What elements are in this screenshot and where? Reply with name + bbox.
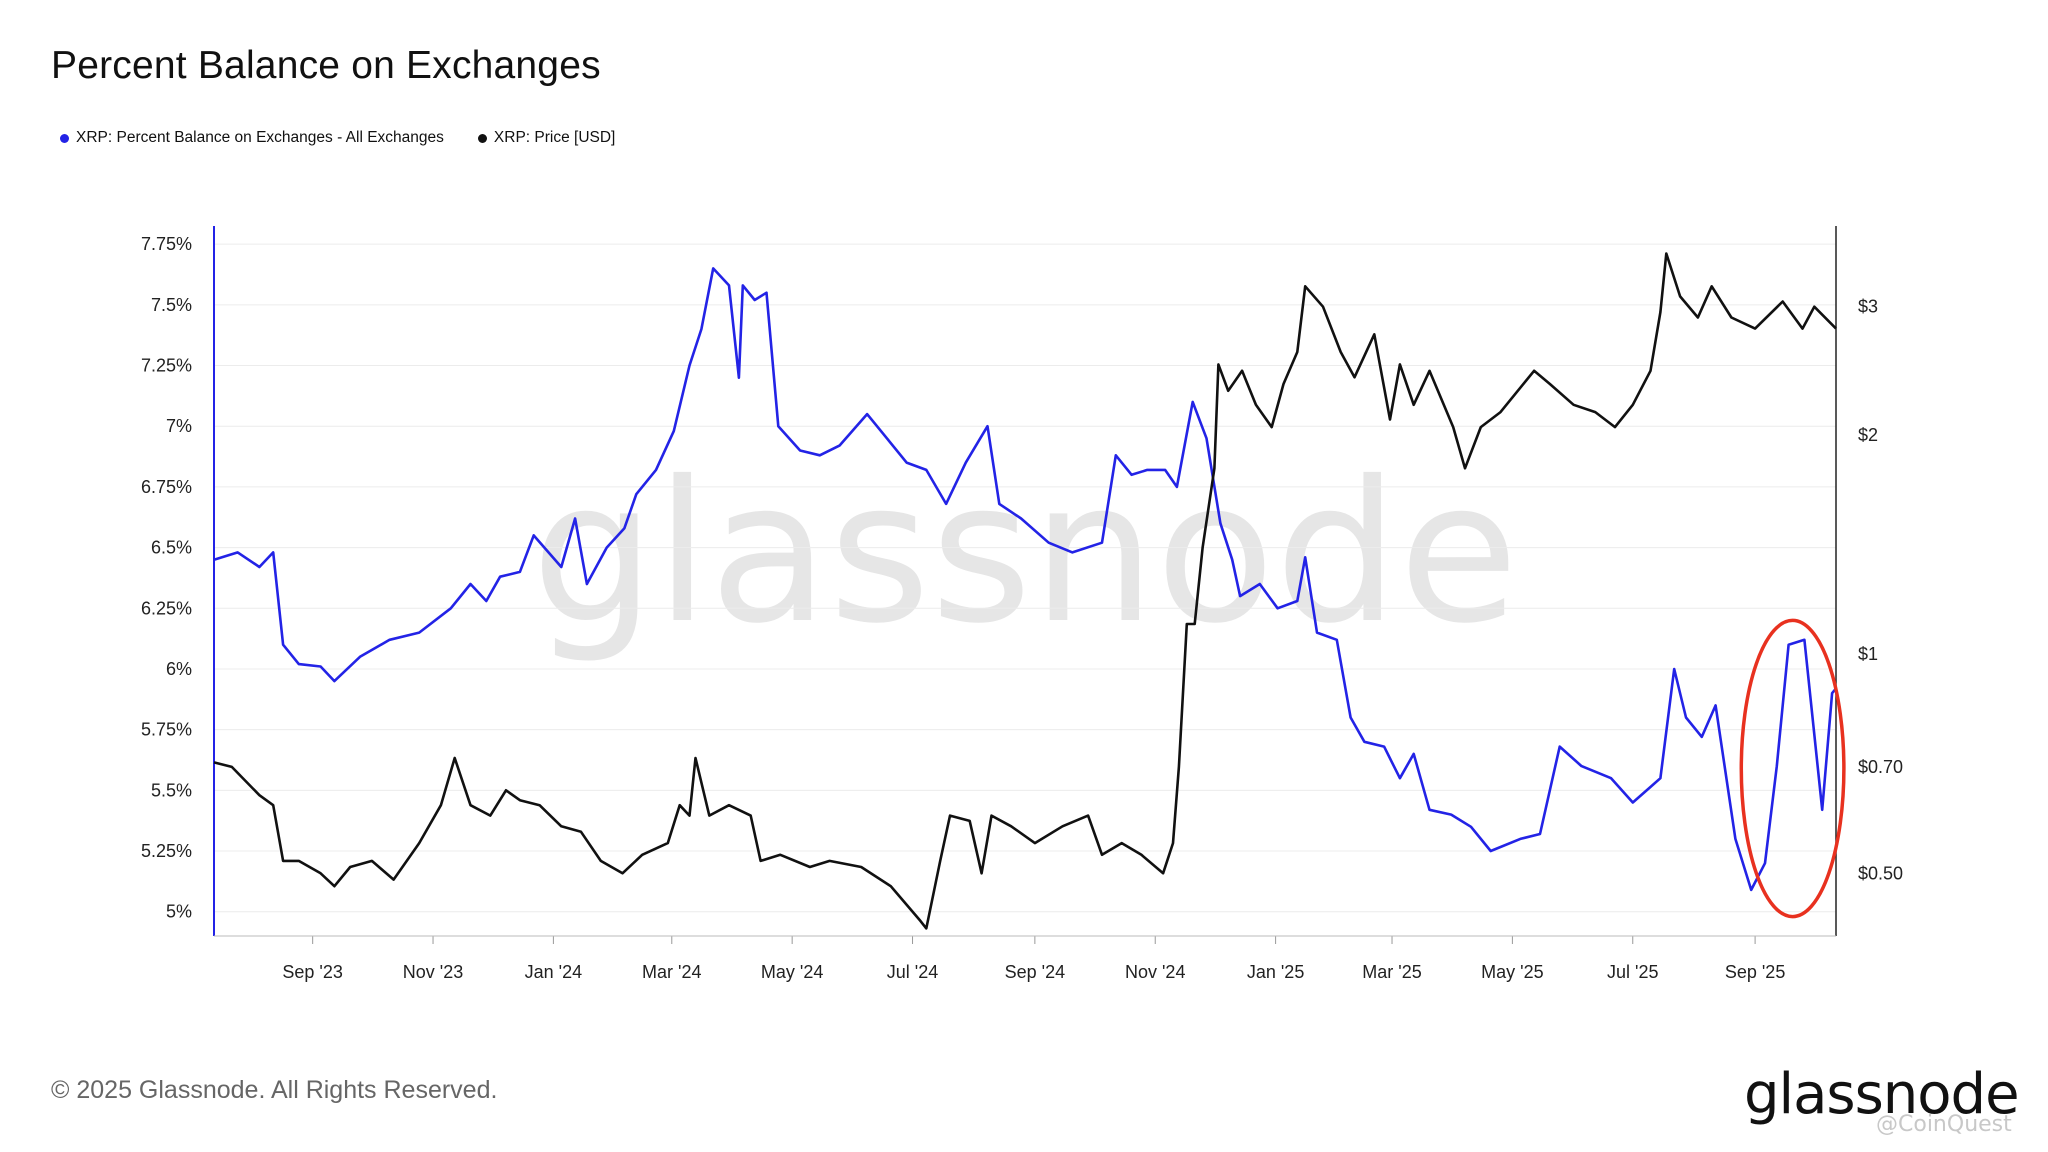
y-left-tick-label: 5.75%: [141, 720, 192, 740]
x-tick-label: Nov '23: [403, 962, 463, 982]
x-tick-label: Mar '25: [1362, 962, 1421, 982]
credit-text: @CoinQuest: [1876, 1112, 2012, 1137]
balance-series-line: [213, 267, 1838, 892]
x-tick-label: Sep '24: [1005, 962, 1066, 982]
y-right-tick-label: $1: [1858, 644, 1878, 664]
x-tick-label: Jul '25: [1607, 962, 1658, 982]
x-tick-label: Mar '24: [642, 962, 701, 982]
brand-logo: glassnode: [1744, 1062, 2020, 1127]
y-left-tick-label: 7.75%: [141, 234, 192, 254]
legend-dot-price: [477, 133, 487, 143]
y-left-tick-label: 6.5%: [151, 538, 192, 558]
price-series-line: [213, 252, 1837, 930]
legend-label-balance: XRP: Percent Balance on Exchanges - All …: [76, 129, 444, 146]
legend-dot-balance: [60, 133, 69, 143]
copyright-text: © 2025 Glassnode. All Rights Reserved.: [51, 1076, 498, 1104]
y-left-tick-label: 5.25%: [141, 841, 192, 861]
y-right-tick-label: $0.50: [1858, 863, 1903, 883]
y-right-tick-label: $2: [1858, 425, 1878, 445]
y-left-tick-label: 5.5%: [151, 780, 192, 800]
x-tick-label: Sep '25: [1725, 962, 1786, 982]
annotation-ellipse: [1739, 618, 1846, 919]
y-left-tick-label: 6%: [166, 659, 192, 679]
legend-item-price[interactable]: XRP: Price [USD]: [477, 129, 616, 147]
y-left-tick-label: 7.25%: [141, 356, 192, 376]
x-tick-label: May '24: [761, 962, 823, 982]
legend: XRP: Percent Balance on Exchanges - All …: [60, 129, 615, 147]
y-left-tick-label: 6.25%: [141, 598, 192, 618]
x-tick-label: Sep '23: [282, 962, 343, 982]
chart-title: Percent Balance on Exchanges: [51, 44, 601, 87]
y-left-tick-label: 6.75%: [141, 477, 192, 497]
x-tick-label: May '25: [1481, 962, 1543, 982]
watermark-text: glassnode: [531, 439, 1518, 666]
y-left-tick-label: 5%: [166, 902, 192, 922]
legend-label-price: XRP: Price [USD]: [493, 129, 616, 146]
y-left-tick-label: 7.5%: [151, 295, 192, 315]
x-tick-label: Nov '24: [1125, 962, 1185, 982]
y-left-tick-label: 7%: [166, 416, 192, 436]
x-tick-label: Jul '24: [887, 962, 938, 982]
legend-item-balance[interactable]: XRP: Percent Balance on Exchanges - All …: [60, 129, 444, 147]
y-right-tick-label: $0.70: [1858, 757, 1903, 777]
y-right-tick-label: $3: [1858, 297, 1878, 317]
x-tick-label: Jan '24: [525, 962, 582, 982]
x-tick-label: Jan '25: [1247, 962, 1304, 982]
